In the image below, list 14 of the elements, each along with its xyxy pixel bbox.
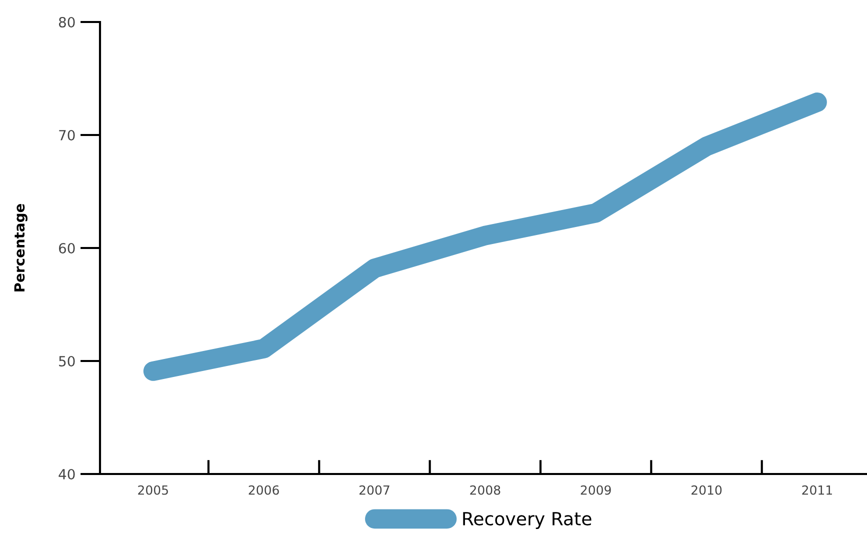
y-tick-label: 70	[59, 130, 75, 140]
y-tick-label: 60	[58, 242, 75, 254]
x-tick-label: 2008	[470, 485, 500, 495]
x-tick-label: 2006	[248, 485, 279, 495]
y-tick-label: 50	[59, 356, 75, 366]
x-tick-label: 2011	[802, 485, 832, 495]
x-tick-label: 2010	[692, 485, 722, 495]
y-axis-title: Percentage	[14, 204, 28, 292]
legend-label: Recovery Rate	[463, 512, 592, 529]
y-tick-label: 40	[58, 468, 75, 480]
x-tick-label: 2007	[359, 485, 390, 495]
x-tick-label: 2009	[580, 485, 611, 495]
y-tick-label: 80	[58, 16, 75, 28]
x-tick-label: 2005	[138, 485, 168, 495]
